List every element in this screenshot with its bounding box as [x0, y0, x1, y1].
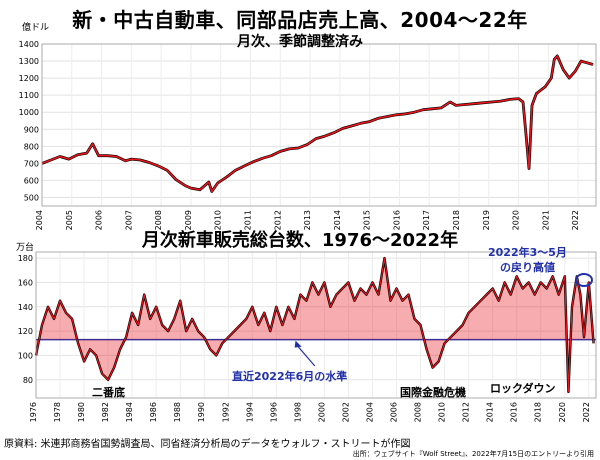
bottom-chart-xtick-label: 2022 — [582, 402, 591, 422]
chart-title-bottom: 月次新車販売総台数、1976〜2022年 — [141, 230, 459, 251]
top-chart-xtick-label: 2006 — [95, 210, 104, 230]
bottom-chart-xtick-label: 1980 — [77, 402, 86, 422]
bottom-chart-xtick-label: 2008 — [414, 402, 423, 422]
bottom-chart-xtick-label: 1988 — [173, 402, 182, 422]
top-chart-ytick-label: 700 — [24, 159, 39, 168]
bottom-chart-xtick-label: 1994 — [245, 402, 254, 422]
annotation-current-level: 直近2022年6月の水準 — [232, 370, 348, 383]
chart-subtitle-top: 月次、季節調整済み — [237, 34, 363, 50]
bottom-chart-xtick-label: 2002 — [341, 402, 350, 422]
y-unit-top: 億ドル — [22, 23, 50, 33]
bottom-chart-xtick-label: 2010 — [438, 402, 447, 422]
bottom-chart-xtick-label: 2004 — [365, 402, 374, 422]
bottom-chart-xtick-label: 1996 — [269, 402, 278, 422]
top-chart-xtick-label: 2016 — [392, 210, 401, 230]
top-chart-xtick-label: 2017 — [422, 210, 431, 230]
chart-title-top: 新・中古自動車、同部品店売上高、2004〜22年 — [72, 8, 528, 32]
top-chart-ytick-label: 900 — [24, 125, 39, 134]
bottom-chart-xtick-label: 1982 — [101, 402, 110, 422]
annotation-lockdown: ロックダウン — [490, 382, 556, 395]
y-unit-bottom: 万台 — [16, 243, 35, 253]
top-chart-xtick-label: 2013 — [303, 210, 312, 230]
bottom-chart-xtick-label: 2000 — [317, 402, 326, 422]
bottom-chart-xtick-label: 1978 — [53, 402, 62, 422]
top-chart-xtick-label: 2022 — [571, 210, 580, 230]
pointer-arrowhead — [294, 340, 302, 348]
bottom-chart-ytick-label: 120 — [18, 327, 33, 336]
top-chart-xtick-label: 2005 — [65, 210, 74, 230]
bottom-chart-ytick-label: 180 — [18, 254, 33, 263]
bottom-chart-xtick-label: 1990 — [197, 402, 206, 422]
bottom-chart-series-area — [36, 258, 594, 392]
top-chart-xtick-label: 2009 — [184, 210, 193, 230]
annotation-recovery-2: の戻り高値 — [500, 261, 555, 274]
pointer-line-current-level — [295, 343, 316, 367]
bottom-chart-xtick-label: 2020 — [558, 402, 567, 422]
bottom-chart-xtick-label: 2012 — [462, 402, 471, 422]
annotation-recovery-1: 2022年3〜5月 — [488, 246, 567, 259]
annotation-gfc: 国際金融危機 — [400, 386, 466, 399]
bottom-chart-series-line — [35, 257, 595, 393]
top-chart-xtick-label: 2012 — [273, 210, 282, 230]
top-chart-xtick-label: 2015 — [363, 210, 372, 230]
top-chart-ytick-label: 800 — [24, 142, 39, 151]
bottom-chart-xtick-label: 2016 — [510, 402, 519, 422]
bottom-chart-ytick-label: 80 — [23, 376, 33, 385]
top-chart-ytick-label: 1200 — [19, 74, 39, 83]
top-chart-xtick-label: 2004 — [35, 210, 44, 230]
top-chart-ytick-label: 1100 — [19, 91, 39, 100]
top-chart-ytick-label: 600 — [24, 176, 39, 185]
bottom-chart-ytick-label: 140 — [18, 303, 33, 312]
top-chart-xtick-label: 2011 — [243, 210, 252, 230]
top-chart-series-outline — [41, 54, 594, 193]
bottom-chart-xtick-label: 1998 — [293, 402, 302, 422]
top-chart-xtick-label: 2007 — [124, 210, 133, 230]
top-chart-series-line — [41, 55, 594, 193]
top-chart-ytick-label: 500 — [24, 193, 39, 202]
bottom-chart-ytick-label: 160 — [18, 278, 33, 287]
annotation-trough: 二番底 — [92, 386, 125, 399]
source-line-1: 原資料: 米連邦商務省国勢調査局、同省経済分析局のデータをウォルフ・ストリートが… — [4, 439, 411, 450]
top-chart-ytick-label: 1000 — [19, 108, 39, 117]
top-chart-xtick-label: 2014 — [333, 210, 342, 230]
bottom-chart-xtick-label: 1976 — [29, 402, 38, 422]
top-chart-ytick-label: 1400 — [19, 40, 39, 49]
bottom-chart-xtick-label: 2018 — [534, 402, 543, 422]
top-chart-xtick-label: 2008 — [154, 210, 163, 230]
top-chart-xtick-label: 2020 — [512, 210, 521, 230]
bottom-chart-xtick-label: 1984 — [125, 402, 134, 422]
bottom-chart-ytick-label: 100 — [18, 351, 33, 360]
top-chart-plot-frame — [41, 43, 597, 207]
bottom-chart-xtick-label: 1986 — [149, 402, 158, 422]
top-chart-xtick-label: 2021 — [541, 210, 550, 230]
bottom-chart-xtick-label: 2014 — [486, 402, 495, 422]
top-chart-ytick-label: 1300 — [19, 57, 39, 66]
top-chart-xtick-label: 2010 — [214, 210, 223, 230]
top-chart-xtick-label: 2019 — [482, 210, 491, 230]
bottom-chart-plot-frame — [35, 251, 597, 399]
bottom-chart-xtick-label: 2006 — [390, 402, 399, 422]
top-chart-xtick-label: 2018 — [452, 210, 461, 230]
bottom-chart-xtick-label: 1992 — [221, 402, 230, 422]
source-line-2: 出所：ウェブサイト『Wolf Street』、2022年7月15日のエントリーよ… — [352, 450, 594, 458]
recovery-high-circle — [574, 272, 593, 287]
